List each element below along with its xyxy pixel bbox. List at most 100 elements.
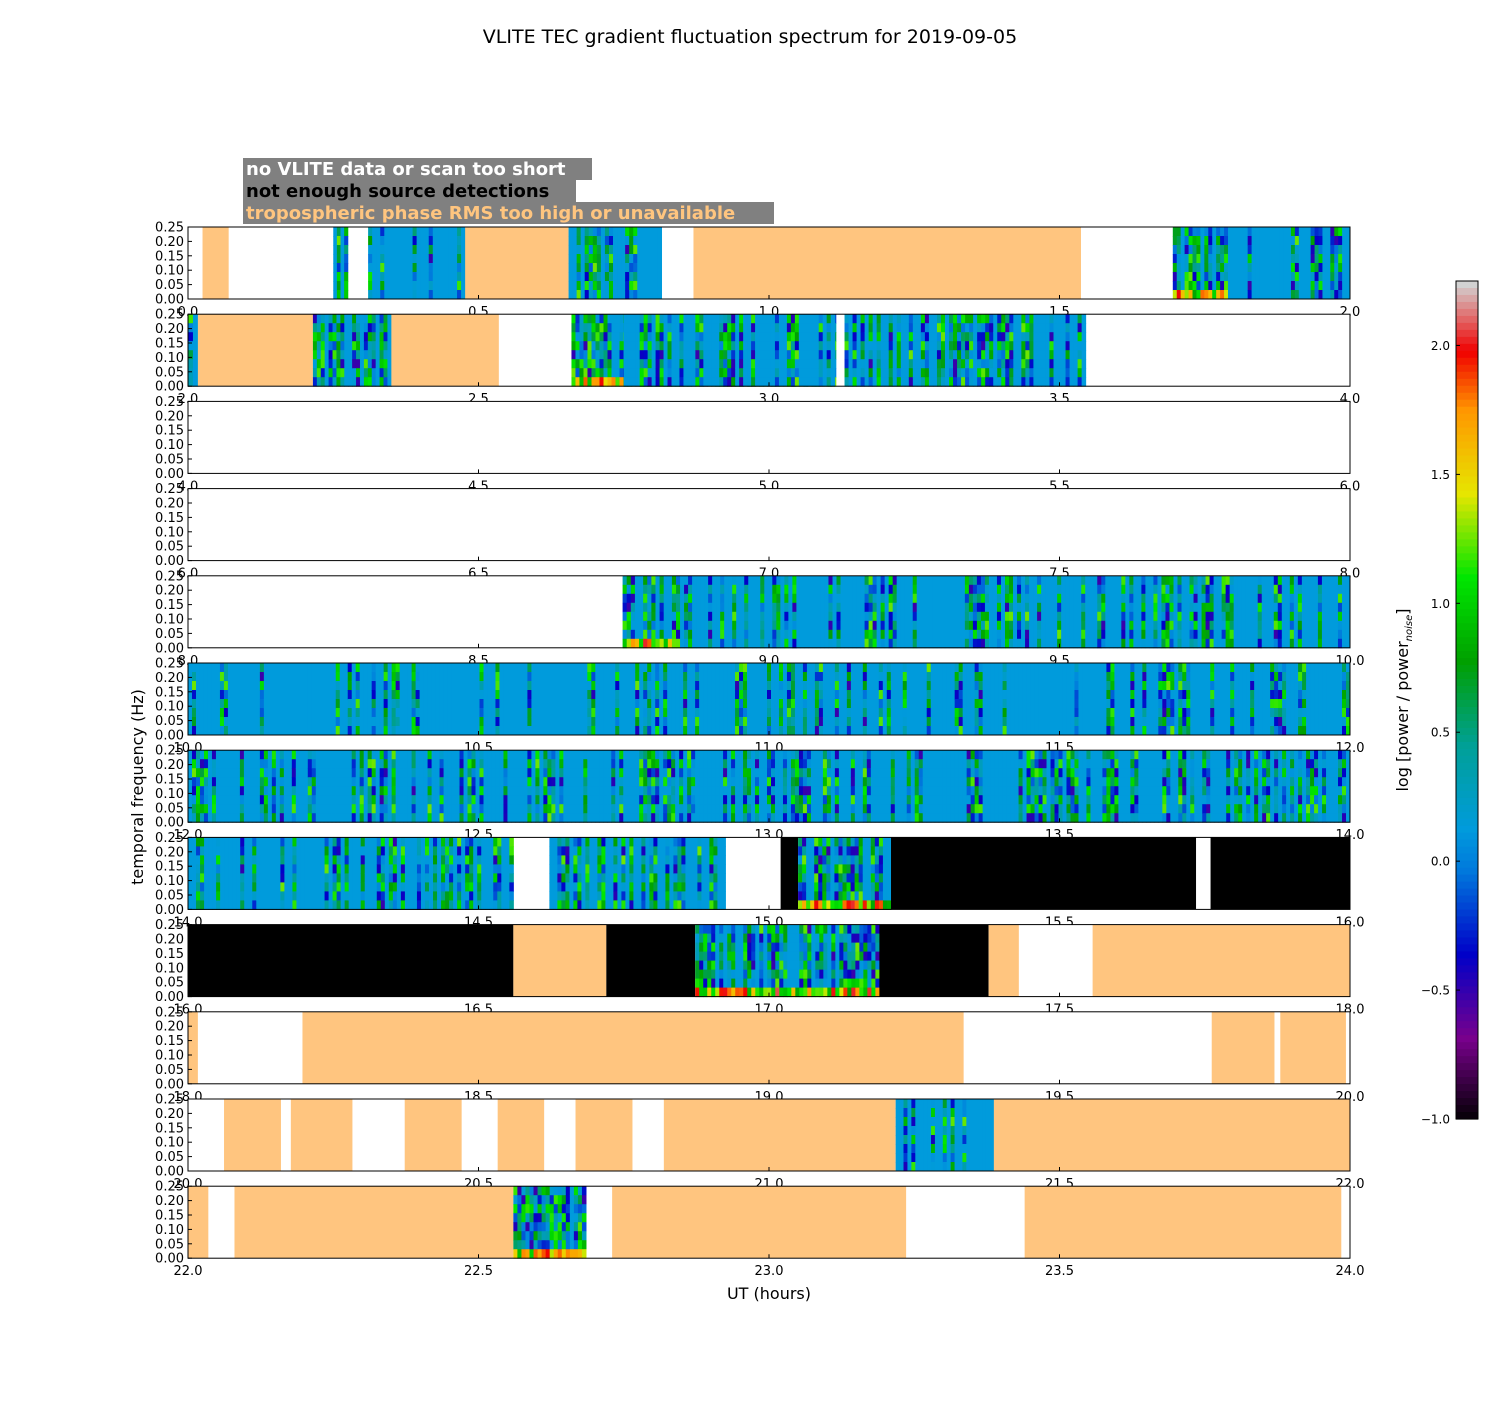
spectrum-cell <box>692 594 697 604</box>
spectrum-cell <box>413 281 418 291</box>
spectrum-cell <box>224 672 228 682</box>
spectrum-cell <box>1299 254 1303 264</box>
spectrum-cell <box>1081 639 1086 649</box>
spectrum-cell <box>647 717 651 727</box>
spectrum-cell <box>515 708 519 718</box>
spectrum-cell <box>1185 227 1189 237</box>
spectrum-cell <box>1001 377 1006 387</box>
spectrum-cell <box>1178 594 1183 604</box>
spectrum-cell <box>1294 585 1299 595</box>
spectrum-cell <box>768 576 773 586</box>
spectrum-cell <box>409 254 414 264</box>
spectrum-cell <box>432 708 436 718</box>
spectrum-cell <box>595 717 599 727</box>
spectrum-cell <box>336 332 340 342</box>
spectrum-cell <box>1246 594 1251 604</box>
spectrum-cell <box>1210 621 1215 631</box>
y-tick-label: 0.15 <box>155 337 184 352</box>
spectrum-cell <box>1330 639 1335 649</box>
spectrum-cell <box>1161 603 1166 613</box>
spectrum-cell <box>667 708 671 718</box>
spectrum-cell <box>945 341 950 351</box>
spectrum-cell <box>767 350 771 360</box>
spectrum-cell <box>1141 576 1146 586</box>
spectrum-cell <box>857 576 862 586</box>
spectrum-cell <box>380 672 384 682</box>
spectrum-cell <box>300 690 304 700</box>
spectrum-cell <box>1279 281 1283 291</box>
spectrum-cell <box>616 359 621 369</box>
spectrum-cell <box>933 341 938 351</box>
spectrum-cell <box>368 341 372 351</box>
spectrum-cell <box>603 690 607 700</box>
spectrum-cell <box>384 254 389 264</box>
spectrum-cell <box>1165 621 1170 631</box>
spectrum-cell <box>220 672 224 682</box>
spectrum-cell <box>1190 594 1195 604</box>
spectrum-cell <box>699 672 703 682</box>
spectrum-cell <box>1322 576 1327 586</box>
spectrum-cell <box>861 314 866 324</box>
spectrum-cell <box>1259 245 1263 255</box>
spectrum-cell <box>651 603 656 613</box>
spectrum-cell <box>621 281 626 291</box>
spectrum-cell <box>759 341 763 351</box>
spectrum-cell <box>679 681 683 691</box>
spectrum-cell <box>1220 254 1224 264</box>
spectrum-cell <box>949 603 954 613</box>
spectrum-cell <box>804 621 809 631</box>
spectrum-cell <box>1250 621 1255 631</box>
spectrum-cell <box>957 341 962 351</box>
spectrum-cell <box>412 690 416 700</box>
spectrum-cell <box>640 323 644 333</box>
spectrum-cell <box>409 272 414 282</box>
spectrum-cell <box>679 314 683 324</box>
spectrum-cell <box>865 350 870 360</box>
spectrum-cell <box>640 359 644 369</box>
spectrum-cell <box>627 594 632 604</box>
spectrum-cell <box>1066 377 1071 387</box>
spectrum-cell <box>803 350 807 360</box>
spectrum-cell <box>977 359 982 369</box>
spectrum-cell <box>719 368 723 378</box>
spectrum-cell <box>1085 639 1090 649</box>
spectrum-cell <box>356 717 360 727</box>
spectrum-cell <box>256 699 260 709</box>
spectrum-cell <box>652 359 656 369</box>
spectrum-cell <box>316 663 320 673</box>
spectrum-cell <box>1204 254 1208 264</box>
spectrum-cell <box>555 663 559 673</box>
spectrum-cell <box>280 708 284 718</box>
spectrum-cell <box>1282 594 1287 604</box>
spectrum-cell <box>449 254 454 264</box>
spectrum-cell <box>901 621 906 631</box>
spectrum-cell <box>664 341 668 351</box>
spectrum-cell <box>1228 281 1232 291</box>
spectrum-cell <box>1021 350 1026 360</box>
spectrum-cell <box>625 272 630 282</box>
spectrum-cell <box>680 639 685 649</box>
spectrum-cell <box>953 359 958 369</box>
spectrum-cell <box>232 708 236 718</box>
spectrum-cell <box>329 350 333 360</box>
spectrum-cell <box>881 585 886 595</box>
spectrum-cell <box>663 663 667 673</box>
spectrum-cell <box>700 594 705 604</box>
spectrum-cell <box>684 612 689 622</box>
spectrum-cell <box>772 639 777 649</box>
spectrum-cell <box>480 726 484 736</box>
spectrum-cell <box>672 341 676 351</box>
spectrum-cell <box>1041 323 1046 333</box>
spectrum-cell <box>196 681 200 691</box>
spectrum-cell <box>1109 639 1114 649</box>
spectrum-cell <box>660 314 664 324</box>
spectrum-cell <box>1282 585 1287 595</box>
spectrum-cell <box>639 639 644 649</box>
y-tick-label: 0.05 <box>155 540 184 555</box>
spectrum-cell <box>567 663 571 673</box>
spectrum-cell <box>877 368 882 378</box>
spectrum-cell <box>1061 612 1066 622</box>
spectrum-cell <box>732 639 737 649</box>
spectrum-cell <box>312 708 316 718</box>
spectrum-cell <box>656 314 660 324</box>
